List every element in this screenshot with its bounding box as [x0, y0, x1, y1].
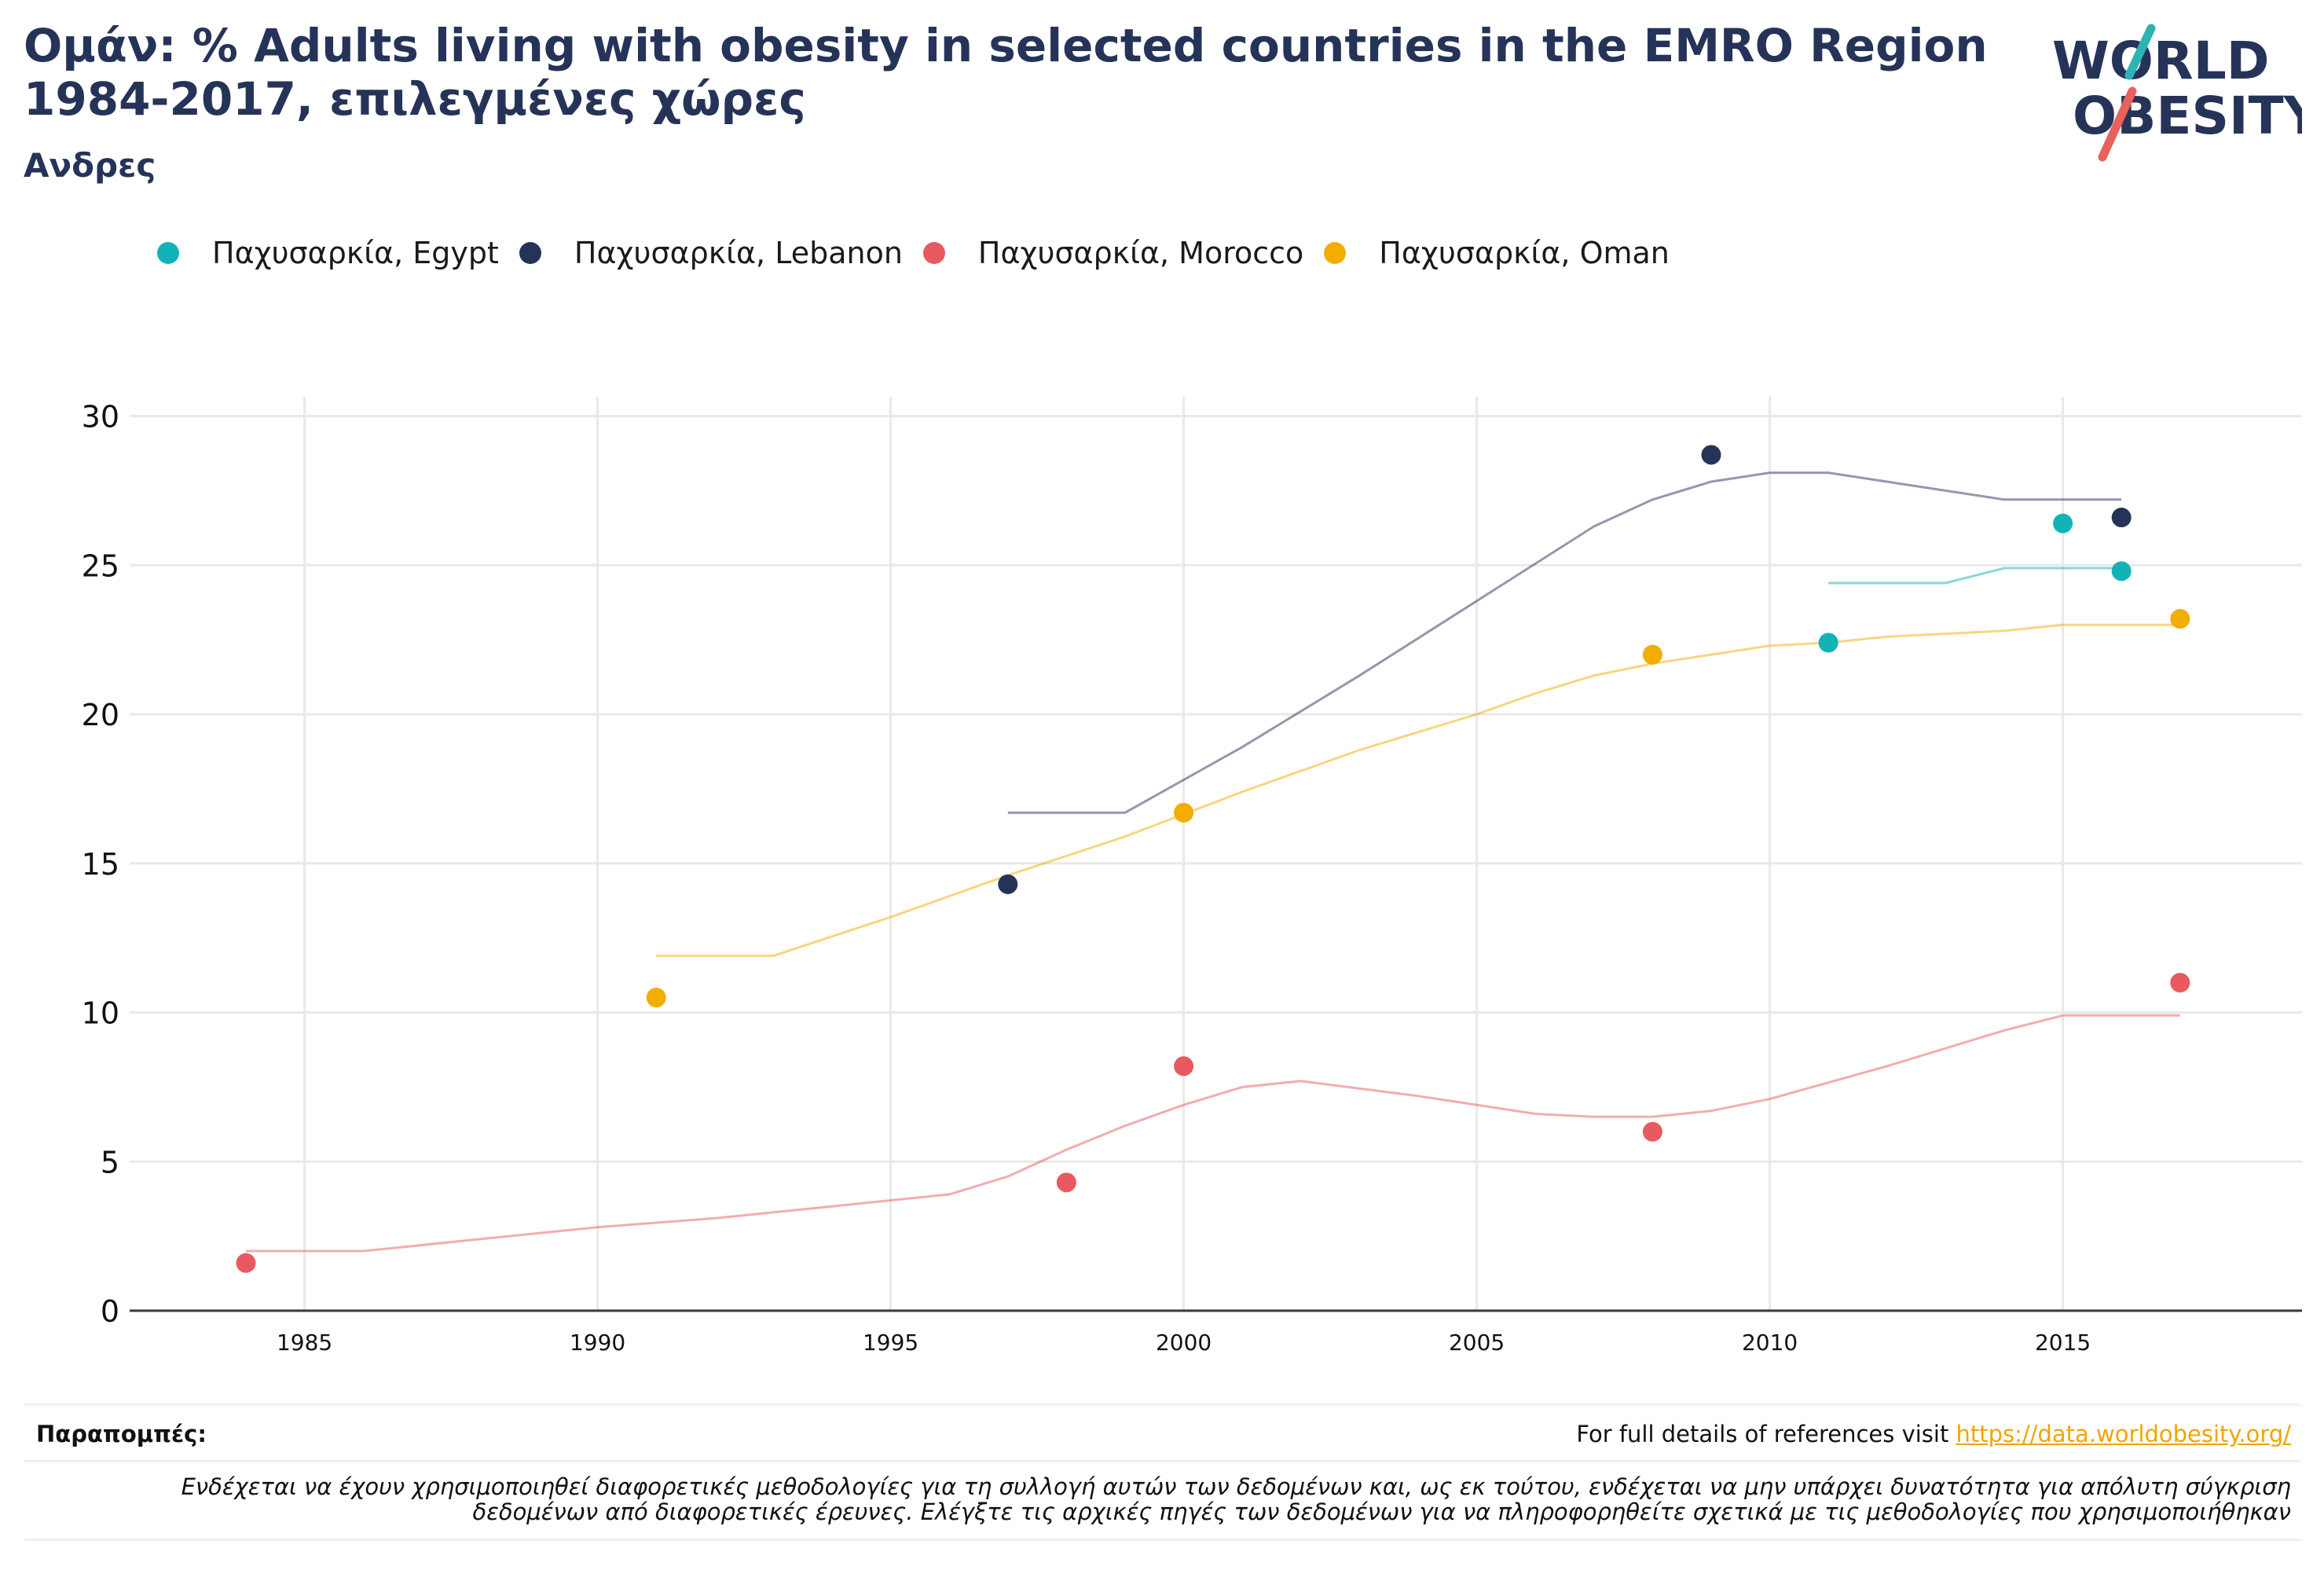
chart-title: Ομάν: % Adults living with obesity in se…	[24, 19, 1988, 126]
data-point-morocco-1998	[1056, 1172, 1076, 1193]
disclaimer-line-2: δεδομένων από διαφορετικές έρευνες. Ελέγ…	[472, 1498, 2291, 1525]
data-point-morocco-2017	[2170, 973, 2190, 993]
y-tick-label-30: 30	[82, 400, 119, 435]
x-tick-label-2005: 2005	[1449, 1330, 1505, 1355]
footer-divider-middle	[24, 1460, 2300, 1462]
y-tick-label-10: 10	[82, 996, 119, 1031]
data-point-oman-1991	[646, 988, 666, 1008]
trend-line-egypt	[1828, 567, 2122, 585]
footer-divider-top	[24, 1403, 2300, 1406]
y-tick-label-5: 5	[101, 1145, 119, 1179]
legend-label-lebanon: Παχυσαρκία, Lebanon	[574, 236, 903, 270]
data-point-oman-2017	[2170, 609, 2190, 629]
x-tick-label-1995: 1995	[863, 1330, 918, 1355]
legend-item-egypt[interactable]: Παχυσαρκία, Egypt	[157, 236, 499, 270]
legend-dot-oman	[1324, 242, 1347, 264]
legend-item-morocco[interactable]: Παχυσαρκία, Morocco	[922, 236, 1304, 270]
data-point-oman-2000	[1174, 802, 1194, 823]
trend-line-oman	[656, 623, 2180, 957]
references-text: For full details of references visit htt…	[1576, 1421, 2291, 1447]
chart-legend: Παχυσαρκία, Egypt Παχυσαρκία, Lebanon Πα…	[157, 231, 1690, 275]
legend-label-egypt: Παχυσαρκία, Egypt	[212, 236, 499, 270]
data-point-egypt-2016	[2111, 561, 2132, 581]
x-tick-label-2010: 2010	[1742, 1330, 1798, 1355]
x-tick-label-2000: 2000	[1156, 1330, 1211, 1355]
disclaimer-line-1: Ενδέχεται να έχουν χρησιμοποιηθεί διαφορ…	[181, 1473, 2291, 1500]
x-tick-label-1990: 1990	[570, 1330, 625, 1355]
y-tick-label-0: 0	[101, 1294, 119, 1329]
x-tick-label-1985: 1985	[277, 1330, 332, 1355]
y-tick-label-15: 15	[82, 847, 119, 882]
legend-dot-morocco	[922, 242, 945, 264]
legend-item-lebanon[interactable]: Παχυσαρκία, Lebanon	[519, 236, 903, 270]
legend-label-oman: Παχυσαρκία, Oman	[1379, 236, 1670, 270]
world-obesity-logo: WORLD OBESITY	[2052, 24, 2302, 162]
footer-divider-bottom	[24, 1539, 2300, 1541]
y-tick-label-25: 25	[82, 548, 119, 583]
y-tick-label-20: 20	[82, 698, 119, 732]
legend-dot-egypt	[157, 242, 179, 264]
data-point-lebanon-2009	[1701, 445, 1721, 465]
logo-slash-bottom	[2098, 86, 2137, 162]
data-point-lebanon-1997	[998, 874, 1018, 894]
trend-line-lebanon	[1007, 471, 2122, 814]
data-point-egypt-2011	[1818, 633, 1838, 653]
scatter-chart: 1985 1990 1995 2000 2005 2010 2015 0 5 10 15 20 25 30	[82, 397, 2302, 1355]
methodology-disclaimer: Ενδέχεται να έχουν χρησιμοποιηθεί διαφορ…	[44, 1474, 2291, 1524]
references-label: Παραπομπές:	[36, 1421, 207, 1447]
data-point-lebanon-2016	[2111, 508, 2132, 528]
data-point-egypt-2015	[2053, 513, 2073, 534]
legend-dot-lebanon	[519, 242, 541, 264]
logo-slash-top	[2124, 24, 2156, 80]
logo-line1: WORLD	[2052, 31, 2270, 91]
data-point-oman-2008	[1642, 644, 1662, 665]
references-link[interactable]: https://data.worldobesity.org/	[1956, 1421, 2291, 1447]
x-tick-label-2015: 2015	[2035, 1330, 2091, 1355]
legend-item-oman[interactable]: Παχυσαρκία, Oman	[1324, 236, 1670, 270]
data-point-morocco-2000	[1174, 1056, 1194, 1077]
references-intro: For full details of references visit	[1576, 1421, 1949, 1447]
legend-label-morocco: Παχυσαρκία, Morocco	[977, 236, 1304, 270]
chart-subtitle: Ανδρες	[24, 146, 156, 185]
trend-line-morocco	[246, 1014, 2180, 1253]
data-point-morocco-1984	[236, 1253, 256, 1273]
data-point-morocco-2008	[1642, 1121, 1662, 1142]
